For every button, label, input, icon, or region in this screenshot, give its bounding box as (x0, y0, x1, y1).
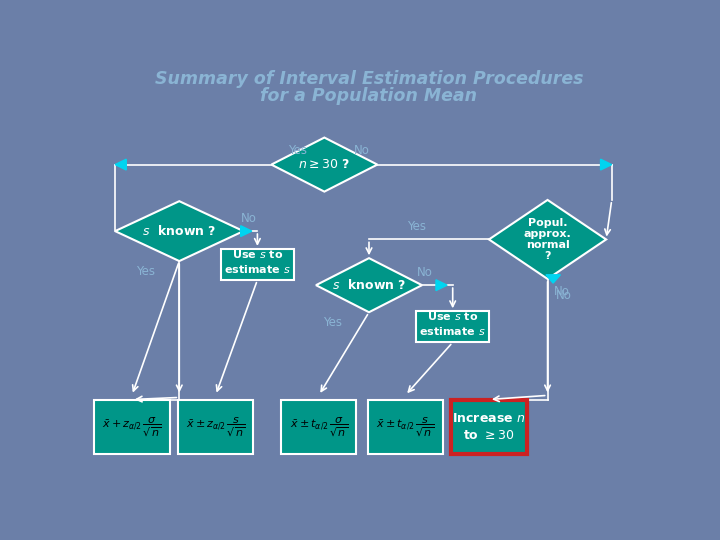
Text: $s$  known ?: $s$ known ? (332, 278, 406, 292)
Text: Yes: Yes (136, 265, 156, 278)
Text: No: No (241, 212, 257, 225)
Polygon shape (316, 258, 422, 312)
FancyBboxPatch shape (178, 400, 253, 454)
Text: $n \geq 30$ ?: $n \geq 30$ ? (298, 158, 351, 171)
FancyBboxPatch shape (416, 311, 489, 342)
FancyBboxPatch shape (451, 400, 526, 454)
Polygon shape (436, 280, 447, 291)
Text: No: No (417, 266, 433, 279)
Polygon shape (546, 275, 560, 283)
Text: $s$  known ?: $s$ known ? (142, 224, 217, 238)
Text: $\bar{x}\pm t_{\alpha/2}\,\dfrac{\sigma}{\sqrt{n}}$: $\bar{x}\pm t_{\alpha/2}\,\dfrac{\sigma}… (289, 415, 348, 438)
Polygon shape (489, 200, 606, 279)
Text: No: No (554, 285, 570, 298)
Text: No: No (354, 144, 369, 157)
Text: Yes: Yes (288, 144, 307, 157)
Text: for a Population Mean: for a Population Mean (261, 87, 477, 105)
Text: Increase $n$
to $\geq 30$: Increase $n$ to $\geq 30$ (452, 411, 526, 442)
Polygon shape (600, 159, 612, 170)
Text: $\bar{x}+z_{\alpha/2}\,\dfrac{\sigma}{\sqrt{n}}$: $\bar{x}+z_{\alpha/2}\,\dfrac{\sigma}{\s… (102, 415, 162, 438)
FancyBboxPatch shape (368, 400, 443, 454)
Polygon shape (115, 159, 126, 170)
Text: No: No (557, 289, 572, 302)
Text: $\bar{x}\pm t_{\alpha/2}\,\dfrac{s}{\sqrt{n}}$: $\bar{x}\pm t_{\alpha/2}\,\dfrac{s}{\sqr… (376, 415, 434, 438)
Text: Popul.
approx.
normal
?: Popul. approx. normal ? (523, 218, 572, 261)
Text: Use $s$ to
estimate $s$: Use $s$ to estimate $s$ (224, 247, 291, 274)
Polygon shape (240, 226, 252, 237)
Text: Use $s$ to
estimate $s$: Use $s$ to estimate $s$ (419, 310, 486, 337)
Text: $\bar{x}\pm z_{\alpha/2}\,\dfrac{s}{\sqrt{n}}$: $\bar{x}\pm z_{\alpha/2}\,\dfrac{s}{\sqr… (186, 415, 246, 438)
Text: Summary of Interval Estimation Procedures: Summary of Interval Estimation Procedure… (155, 70, 583, 89)
FancyBboxPatch shape (281, 400, 356, 454)
Text: Yes: Yes (407, 220, 426, 233)
Polygon shape (271, 138, 377, 192)
FancyBboxPatch shape (94, 400, 169, 454)
FancyBboxPatch shape (221, 249, 294, 280)
Text: Yes: Yes (323, 316, 342, 329)
Polygon shape (115, 201, 243, 261)
